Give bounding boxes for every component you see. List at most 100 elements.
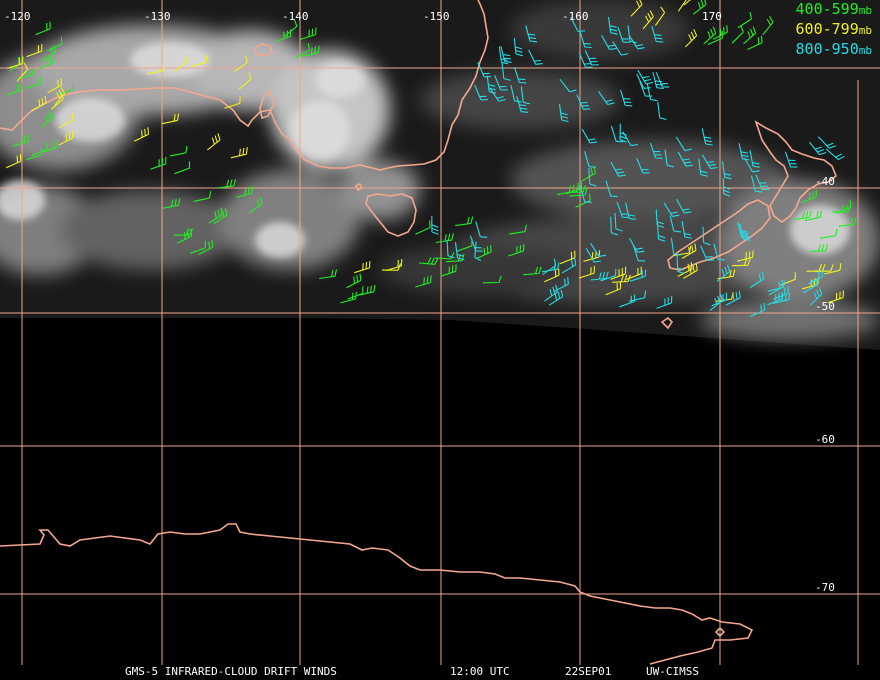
wind-barb [656, 295, 673, 309]
latitude-label: -40 [815, 175, 835, 188]
wind-barb [655, 72, 670, 88]
wind-barb [581, 128, 598, 144]
wind-barb [16, 62, 29, 82]
wind-barb [469, 235, 483, 252]
australia-coastline [0, 0, 489, 171]
wind-barb [190, 240, 206, 254]
wind-barb [570, 17, 586, 33]
wind-barb [230, 147, 248, 159]
product-time: 12:00 UTC [450, 665, 510, 678]
tasmania-coastline [365, 193, 417, 237]
wind-barb [146, 63, 165, 75]
wind-barb [636, 157, 650, 174]
wind-barb [275, 29, 292, 42]
wind-barb [58, 113, 74, 129]
wind-barb [385, 258, 403, 272]
wind-barb [677, 0, 687, 12]
wind-barb [731, 25, 744, 44]
wind-barb [651, 25, 664, 43]
wind-barb [558, 104, 569, 123]
cloud-drift-wind-barbs [5, 0, 857, 318]
legend-range: 800-950 [795, 40, 859, 58]
wind-barb [629, 269, 647, 282]
wind-barb [809, 244, 829, 253]
wind-barb [693, 0, 707, 15]
wind-barb [7, 56, 24, 69]
wind-barb [16, 67, 34, 80]
wind-barb [681, 221, 692, 239]
wind-barb [39, 55, 55, 70]
wind-barb [610, 125, 624, 143]
wind-barb [559, 78, 577, 93]
wind-barb [768, 279, 784, 296]
wind-barb [354, 260, 371, 274]
wind-barb [721, 161, 732, 180]
wind-barb [25, 76, 42, 90]
wind-barb [605, 180, 618, 198]
wind-barb [670, 237, 681, 256]
wind-barb [508, 244, 525, 257]
nz-north-island-coastline [754, 120, 837, 223]
wind-barb [494, 74, 508, 91]
wind-barb [701, 128, 713, 146]
wind-barb [476, 244, 492, 260]
wind-barb [516, 96, 529, 113]
wind-barb [474, 84, 489, 101]
wind-barb [561, 257, 577, 274]
wind-barb [585, 248, 602, 263]
wind-barb [510, 85, 522, 103]
wind-barb [176, 229, 193, 244]
wind-barb [475, 221, 488, 238]
wind-barb [415, 275, 432, 288]
wind-barb [170, 145, 188, 157]
wind-barb [40, 110, 54, 129]
wind-barb [711, 292, 728, 307]
legend-entry-800-950: 800-950mb [796, 40, 872, 60]
wind-barb [358, 284, 376, 296]
wind-barb [42, 139, 59, 153]
wind-barb [217, 179, 237, 189]
wind-barb [614, 212, 623, 232]
wind-barb [619, 123, 627, 143]
wind-barb [698, 158, 708, 177]
legend-range: 400-599 [795, 0, 859, 18]
wind-barb [346, 273, 362, 289]
wind-barb [190, 55, 208, 68]
wind-barb [454, 242, 465, 261]
wind-barb [731, 258, 751, 267]
wind-barb [835, 200, 852, 215]
wind-barb [600, 268, 617, 282]
wind-barb [26, 44, 43, 58]
wind-barb [703, 26, 717, 45]
wind-barb [295, 43, 310, 59]
wind-barb [736, 250, 754, 262]
longitude-label: -140 [282, 10, 309, 23]
wind-barb [838, 217, 857, 227]
bass-strait-island [354, 182, 364, 192]
wind-barb [47, 78, 63, 94]
legend-unit: mb [858, 4, 872, 17]
product-caption: GMS-5 INFRARED-CLOUD DRIFT WINDS 12:00 U… [0, 613, 880, 678]
antarctica-coastline [0, 523, 754, 665]
wind-barb [681, 243, 697, 259]
wind-barb [455, 216, 474, 227]
grid-labels: -120 -130 -140 -150 -160 170 -40 -50 -60 -70 [4, 10, 835, 594]
wind-barb [520, 86, 531, 105]
wind-barb [702, 226, 711, 246]
wind-barb [610, 216, 619, 236]
wind-barb [628, 290, 647, 302]
wind-barb [578, 266, 596, 279]
wind-barb [612, 274, 631, 283]
wind-barb [500, 45, 512, 63]
wind-barb [579, 31, 592, 49]
wind-barb [6, 82, 23, 96]
wind-barb [737, 221, 749, 239]
wind-barb [198, 240, 214, 255]
wind-barb [607, 16, 618, 35]
wind-barb [808, 269, 824, 285]
wind-barb [513, 67, 527, 84]
wind-barb [578, 52, 593, 68]
wind-barb [213, 208, 228, 225]
wind-barb [824, 263, 842, 275]
